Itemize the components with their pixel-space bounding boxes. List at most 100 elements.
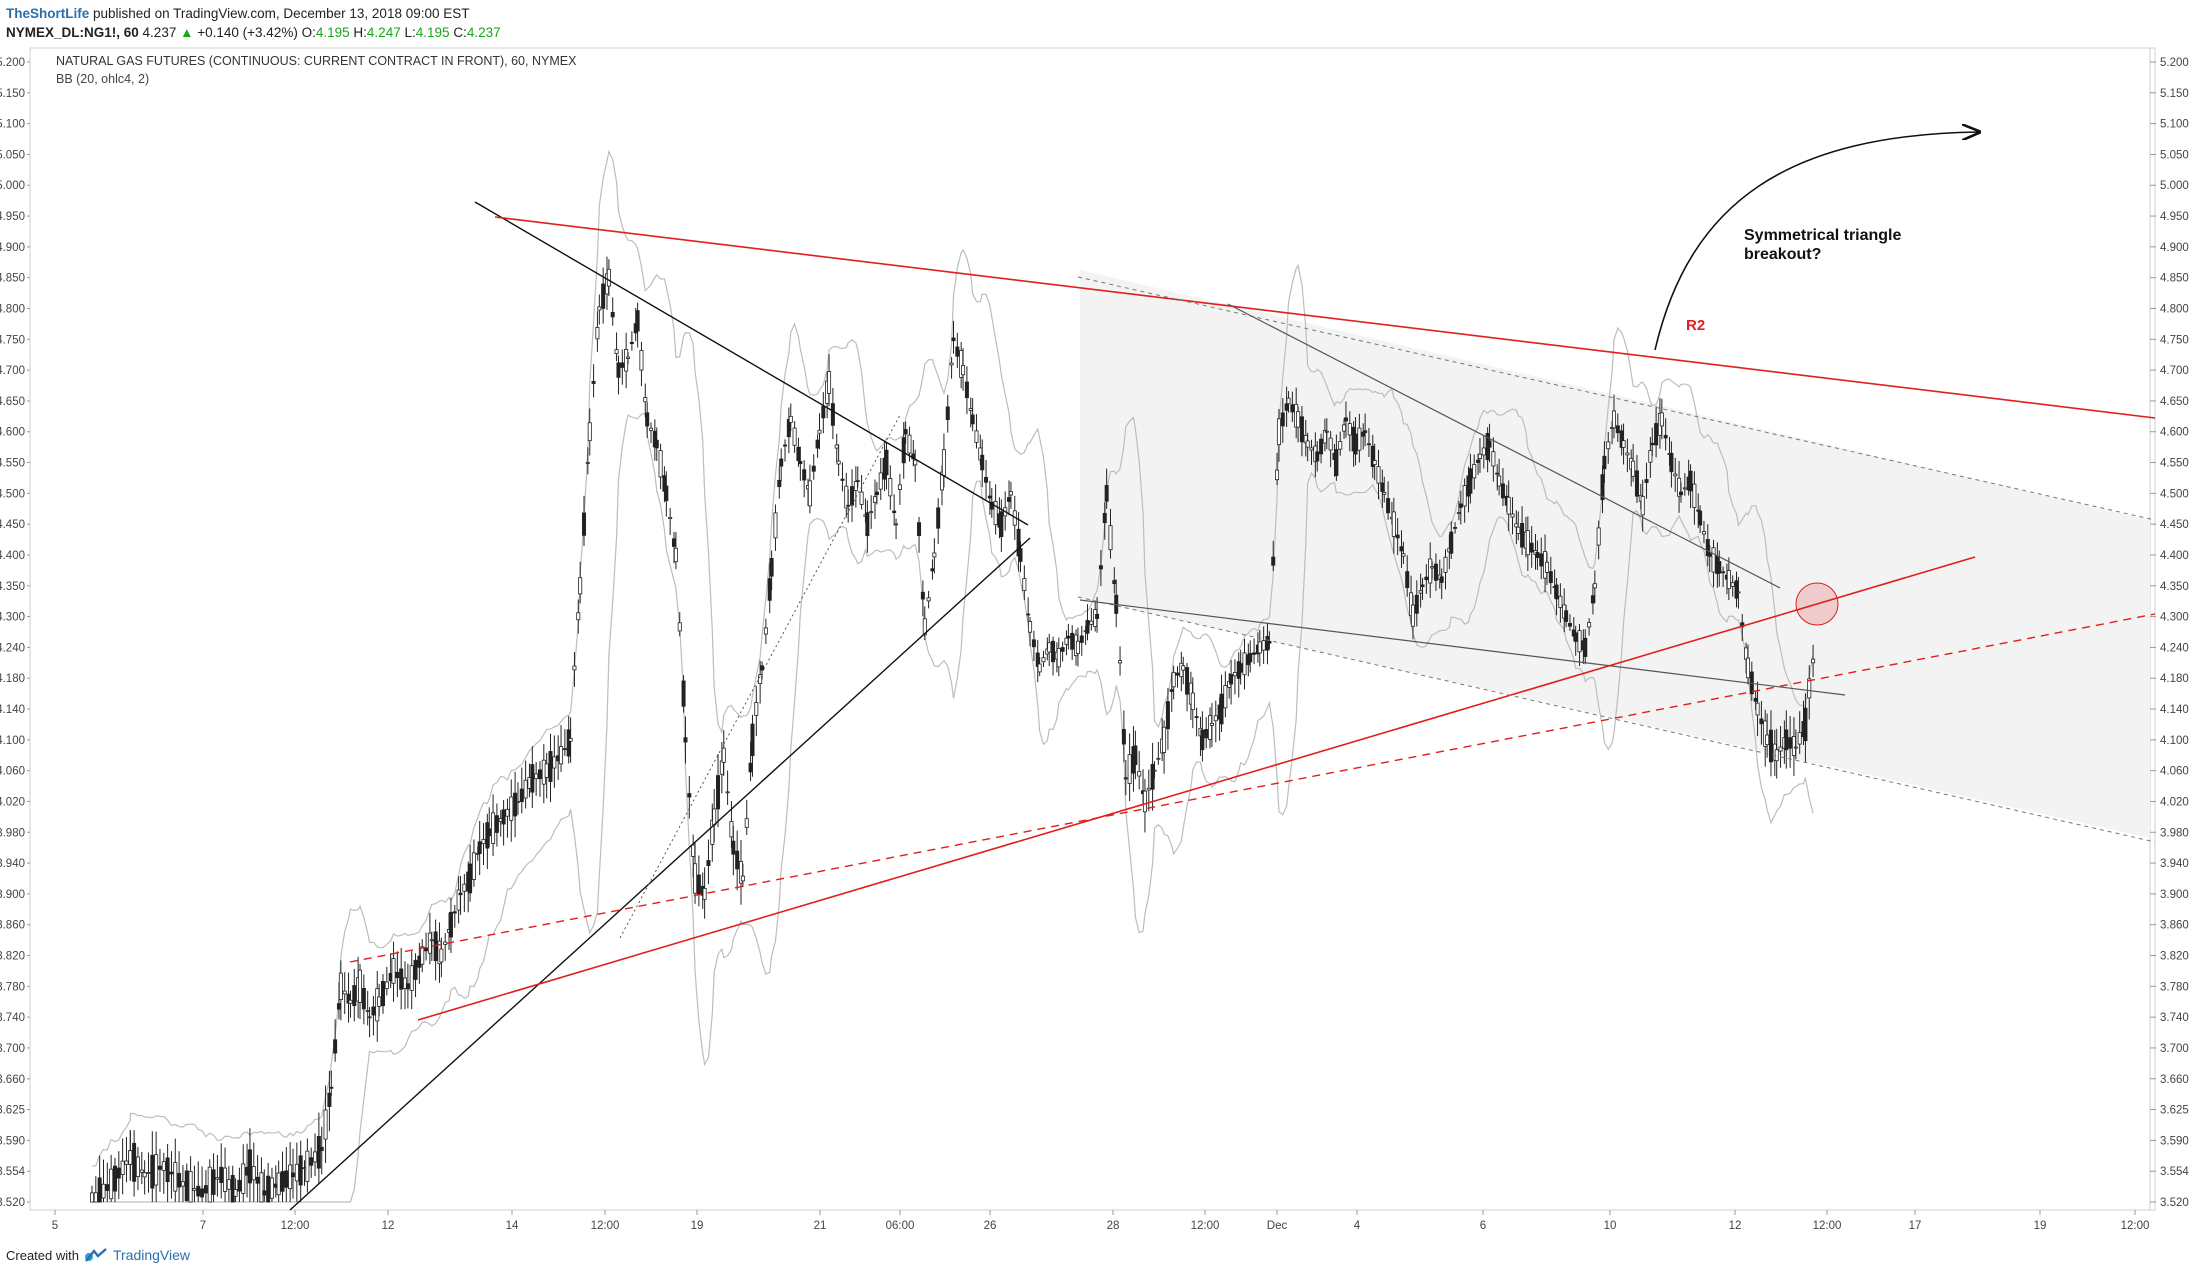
y-tick-label-left: 4.400: [0, 550, 25, 562]
triangle-lower-trendline[interactable]: [289, 537, 1031, 1211]
y-tick-label: 3.590: [2160, 1135, 2189, 1147]
x-tick-label: 19: [691, 1220, 704, 1232]
y-tick-label-left: 5.200: [0, 57, 25, 69]
candle-body: [1797, 732, 1802, 745]
candle-body: [869, 511, 874, 514]
candle-body: [1102, 512, 1107, 524]
candle-body: [836, 460, 841, 465]
candle-body: [413, 959, 418, 980]
candle-body: [1165, 701, 1170, 730]
candle-body: [192, 1187, 197, 1191]
tradingview-link[interactable]: TradingView: [112, 1247, 191, 1263]
red-resistance-line[interactable]: [494, 216, 2156, 419]
candle-body: [1418, 590, 1423, 594]
candle-body: [729, 821, 734, 838]
candle-body: [1181, 665, 1186, 671]
candle-body: [1137, 771, 1142, 777]
candle-body: [620, 362, 625, 368]
y-tick-label: 4.300: [2160, 612, 2189, 624]
candle-body: [139, 1169, 144, 1173]
candle-body: [1414, 594, 1419, 614]
candle-body: [1305, 440, 1310, 448]
candle-body: [1219, 693, 1224, 725]
candle-body: [993, 501, 998, 526]
candle-body: [1755, 702, 1760, 716]
candle-body: [668, 516, 673, 520]
candle-body: [951, 337, 956, 342]
candle-body: [1462, 485, 1467, 507]
candle-body: [361, 987, 366, 1010]
candle-body: [639, 350, 644, 371]
breakout-arrow[interactable]: [1654, 132, 1978, 351]
candle-body: [233, 1189, 238, 1197]
triangle-upper-trendline[interactable]: [474, 201, 1029, 526]
candle-body: [827, 371, 832, 394]
candle-body: [1372, 460, 1377, 465]
candle-body: [846, 504, 851, 507]
candle-body: [582, 512, 587, 536]
y-tick-label: 3.860: [2160, 920, 2189, 932]
y-tick-label: 4.100: [2160, 735, 2189, 747]
candle-body: [773, 512, 778, 539]
y-tick-label: 3.554: [2160, 1166, 2189, 1178]
y-tick-label: 4.450: [2160, 519, 2189, 531]
candle-body: [1018, 548, 1023, 562]
candle-body: [1190, 692, 1195, 711]
candle-body: [1654, 423, 1659, 446]
candle-body: [409, 965, 414, 991]
candle-body: [1271, 556, 1276, 566]
candle-body: [1778, 746, 1783, 752]
candle-body: [830, 403, 835, 426]
created-with-text: Created with: [6, 1247, 79, 1263]
candle-body: [316, 1136, 321, 1169]
grey-flat-line[interactable]: [1079, 599, 1846, 696]
candle-body: [1807, 678, 1812, 699]
candle-body: [112, 1165, 117, 1192]
symbol-label[interactable]: NYMEX_DL:NG1!, 60: [6, 25, 139, 40]
channel-bottom-line[interactable]: [1077, 596, 2156, 843]
candle-body: [93, 1192, 98, 1203]
red-dashed-support-line[interactable]: [349, 613, 2156, 963]
breakout-highlight-circle[interactable]: [1795, 582, 1839, 626]
candle-body: [932, 552, 937, 558]
candle-body: [1583, 637, 1588, 657]
candle-body: [1615, 425, 1620, 434]
candle-body: [844, 485, 849, 509]
grey-descending-line[interactable]: [1227, 303, 1781, 589]
x-tick-label: 17: [1909, 1220, 1922, 1232]
price-chart[interactable]: 5.200 5.200 5.150 5.150 5.100 5.100 5.050 5.050…: [0, 0, 2201, 1240]
candle-body: [1564, 610, 1569, 622]
candle-body: [1209, 723, 1214, 726]
candle-body: [941, 449, 946, 476]
candle-body: [1169, 689, 1174, 692]
candle-body: [509, 796, 514, 821]
candle-body: [1577, 630, 1582, 653]
candle-body: [788, 415, 793, 423]
candle-body: [1051, 640, 1056, 663]
candle-body: [280, 1171, 285, 1192]
candle-body: [930, 568, 935, 572]
candle-body: [494, 815, 499, 833]
candle-body: [1692, 483, 1697, 508]
candle-body: [1391, 511, 1396, 537]
candle-body: [1064, 637, 1069, 645]
candle-body: [1299, 416, 1304, 443]
y-tick-label: 4.350: [2160, 581, 2189, 593]
candle-body: [427, 932, 432, 954]
candle-body: [1765, 734, 1770, 746]
indicator-label[interactable]: BB (20, ohlc4, 2): [56, 72, 149, 86]
x-tick-label: 12:00: [591, 1220, 620, 1232]
candle-body: [1022, 578, 1027, 591]
channel-top-line[interactable]: [1077, 276, 2156, 521]
candle-body: [1070, 632, 1075, 650]
candle-body: [215, 1177, 220, 1180]
author-link[interactable]: TheShortLife: [6, 6, 90, 21]
candle-body: [1753, 697, 1758, 702]
candle-body: [169, 1171, 174, 1175]
dotted-support-line[interactable]: [619, 414, 901, 939]
candle-body: [587, 422, 592, 442]
red-support-line[interactable]: [417, 556, 1976, 1021]
candle-body: [610, 312, 615, 318]
candle-body: [1280, 412, 1285, 427]
candle-body: [1721, 571, 1726, 574]
